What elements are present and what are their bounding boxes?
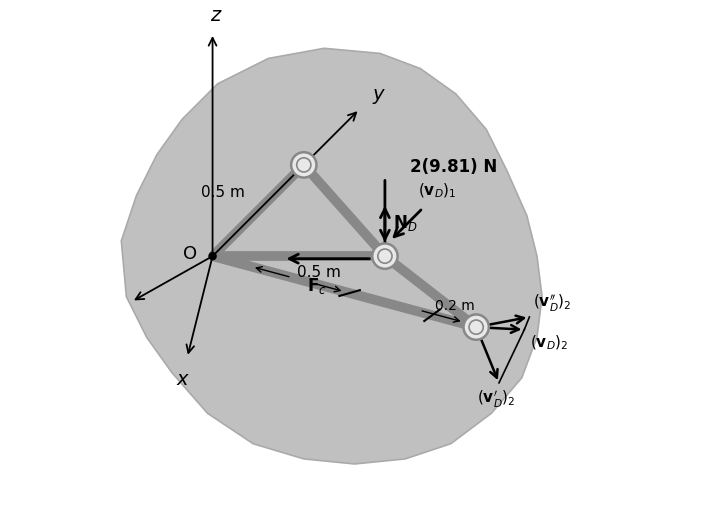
Text: 0.5 m: 0.5 m bbox=[297, 265, 341, 281]
Circle shape bbox=[464, 314, 489, 340]
Circle shape bbox=[209, 252, 216, 260]
Circle shape bbox=[378, 249, 392, 263]
Text: $\mathbf{N}_D$: $\mathbf{N}_D$ bbox=[393, 213, 417, 233]
Text: $(\mathbf{v}^{\prime}_D)_2$: $(\mathbf{v}^{\prime}_D)_2$ bbox=[477, 389, 515, 410]
Circle shape bbox=[296, 158, 311, 172]
Text: 0.2 m: 0.2 m bbox=[435, 299, 474, 313]
Circle shape bbox=[291, 152, 316, 178]
Text: $(\mathbf{v}^{\prime\prime}_D)_2$: $(\mathbf{v}^{\prime\prime}_D)_2$ bbox=[533, 293, 572, 314]
Text: O: O bbox=[183, 245, 197, 263]
Polygon shape bbox=[121, 49, 542, 464]
Text: y: y bbox=[372, 85, 384, 104]
Circle shape bbox=[372, 243, 398, 269]
Text: $(\mathbf{v}_D)_2$: $(\mathbf{v}_D)_2$ bbox=[530, 334, 569, 352]
Circle shape bbox=[469, 320, 484, 334]
Text: 0.5 m: 0.5 m bbox=[201, 185, 245, 200]
Text: $\mathbf{F}_c$: $\mathbf{F}_c$ bbox=[306, 276, 326, 296]
Text: 2(9.81) N: 2(9.81) N bbox=[411, 158, 498, 176]
Text: x: x bbox=[177, 370, 188, 389]
Text: z: z bbox=[210, 7, 220, 26]
Text: $(\mathbf{v}_D)_1$: $(\mathbf{v}_D)_1$ bbox=[418, 182, 457, 200]
